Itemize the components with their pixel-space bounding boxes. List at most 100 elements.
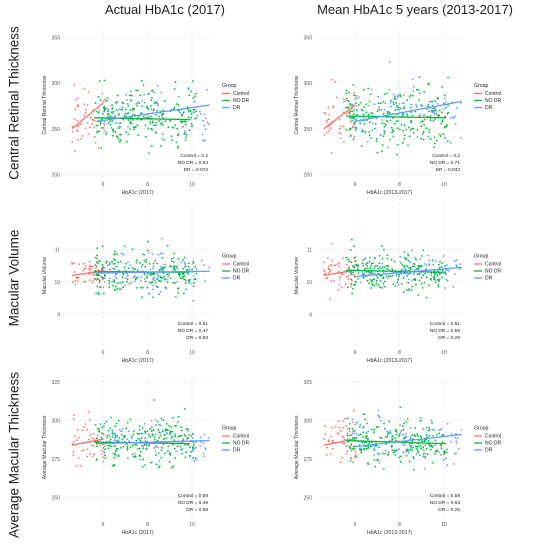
data-point xyxy=(151,433,154,435)
data-point xyxy=(115,288,118,291)
data-point xyxy=(339,127,341,130)
data-point xyxy=(114,275,117,278)
data-point xyxy=(442,453,445,456)
data-point xyxy=(165,423,168,425)
data-point xyxy=(130,94,133,97)
data-point xyxy=(357,277,359,280)
data-point xyxy=(111,107,113,109)
data-point xyxy=(416,88,418,91)
data-point xyxy=(81,135,83,137)
data-point xyxy=(122,118,124,121)
data-point xyxy=(372,122,374,124)
data-point xyxy=(407,451,410,454)
data-point xyxy=(169,453,172,456)
data-point xyxy=(445,278,447,281)
data-point xyxy=(443,94,446,97)
data-point xyxy=(183,408,186,410)
data-point xyxy=(342,273,344,276)
data-point xyxy=(126,447,129,449)
data-point xyxy=(101,266,104,269)
data-point xyxy=(89,453,91,455)
data-point xyxy=(412,468,415,471)
row-title-mv: Macular Volume xyxy=(6,229,22,327)
data-point xyxy=(384,102,387,105)
data-point xyxy=(456,437,459,440)
data-point xyxy=(173,127,175,129)
data-point xyxy=(424,456,427,459)
data-point xyxy=(150,145,153,147)
data-point xyxy=(431,100,433,103)
data-point xyxy=(384,130,386,133)
data-point xyxy=(101,245,104,248)
data-point xyxy=(180,261,183,264)
trend-line xyxy=(96,104,210,123)
data-point xyxy=(403,137,406,140)
data-point xyxy=(377,458,379,461)
data-point xyxy=(203,264,205,267)
data-point xyxy=(101,263,104,266)
correlation-label: Control = 0.61 xyxy=(178,321,209,327)
legend-title: Group xyxy=(474,83,489,89)
data-point xyxy=(350,261,353,264)
data-point xyxy=(389,112,392,115)
data-point xyxy=(332,106,335,109)
data-point xyxy=(151,426,153,428)
data-point xyxy=(108,282,111,285)
y-tick-label: 11 xyxy=(307,248,312,254)
data-point xyxy=(134,452,136,455)
data-point xyxy=(93,119,96,122)
data-point xyxy=(378,262,381,264)
data-point xyxy=(119,108,122,111)
data-point xyxy=(161,121,164,124)
y-tick-label: 300 xyxy=(52,81,61,87)
data-point xyxy=(115,422,118,425)
data-point xyxy=(139,286,142,289)
data-point xyxy=(95,124,98,127)
data-point xyxy=(121,438,124,441)
data-point xyxy=(356,456,359,459)
data-point xyxy=(177,287,179,290)
data-point xyxy=(77,276,79,278)
data-point xyxy=(89,126,91,129)
row-title-crt: Central Retinal Thickness xyxy=(6,26,22,180)
data-point xyxy=(185,288,187,291)
legend-entry: DR xyxy=(485,105,493,111)
data-point xyxy=(132,276,135,279)
column-title-mean: Mean HbA1c 5 years (2013-2017) xyxy=(317,2,513,17)
data-point xyxy=(208,266,211,269)
data-point xyxy=(150,108,153,111)
data-point xyxy=(409,94,412,97)
legend-entry: NO DR xyxy=(485,441,502,447)
data-point xyxy=(382,266,384,268)
data-point xyxy=(428,131,431,133)
data-point xyxy=(394,437,396,439)
data-point xyxy=(347,258,350,261)
data-point xyxy=(109,277,111,280)
data-point xyxy=(157,452,160,455)
data-point xyxy=(355,421,358,424)
data-point xyxy=(409,266,412,269)
data-point xyxy=(441,86,443,88)
data-point xyxy=(353,436,356,439)
data-point xyxy=(418,76,421,78)
data-point xyxy=(109,440,111,443)
data-point xyxy=(152,267,154,270)
data-point xyxy=(432,444,435,447)
data-point xyxy=(353,431,356,433)
data-point xyxy=(144,266,147,268)
data-point xyxy=(420,104,423,106)
data-point xyxy=(180,121,183,124)
data-point xyxy=(441,119,444,121)
data-point xyxy=(97,124,99,127)
data-point xyxy=(412,94,414,97)
data-point xyxy=(173,268,176,271)
data-point xyxy=(109,261,111,264)
data-point xyxy=(357,266,360,268)
data-point xyxy=(366,422,369,425)
correlation-label: NO DR = 0.71 xyxy=(430,160,461,166)
data-point xyxy=(427,104,430,106)
x-axis-label: HbA1c (2013-2017) xyxy=(367,190,413,196)
data-point xyxy=(139,458,142,461)
data-point xyxy=(171,430,174,433)
legend-entry: DR xyxy=(485,448,493,454)
